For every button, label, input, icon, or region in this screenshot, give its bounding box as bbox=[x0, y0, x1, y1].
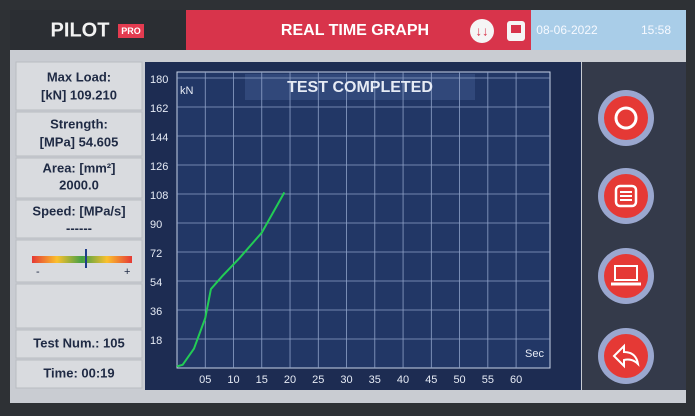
plot-area bbox=[177, 72, 550, 368]
annotation: TEST COMPLETED bbox=[287, 79, 433, 96]
y-tick-label: 54 bbox=[150, 277, 162, 289]
gauge-minus: - bbox=[36, 266, 40, 278]
y-tick-label: 18 bbox=[150, 335, 162, 347]
y-tick-label: 108 bbox=[150, 190, 168, 202]
x-axis-label: Sec bbox=[525, 348, 544, 360]
y-tick-label: 72 bbox=[150, 248, 162, 260]
x-tick-label: 10 bbox=[227, 374, 239, 386]
y-tick-label: 126 bbox=[150, 161, 168, 173]
y-tick-label: 162 bbox=[150, 103, 168, 115]
speed-label: Speed: [MPa/s] bbox=[32, 203, 125, 218]
x-tick-label: 05 bbox=[199, 374, 211, 386]
area-value: 2000.0 bbox=[59, 177, 99, 192]
time: 15:58 bbox=[641, 23, 671, 37]
elapsed-time: Time: 00:19 bbox=[43, 365, 114, 380]
x-tick-label: 25 bbox=[312, 374, 324, 386]
back-button[interactable] bbox=[598, 328, 654, 384]
x-tick-label: 45 bbox=[425, 374, 437, 386]
x-tick-label: 35 bbox=[369, 374, 381, 386]
y-tick-label: 144 bbox=[150, 132, 168, 144]
x-tick-label: 30 bbox=[340, 374, 352, 386]
y-axis-label: kN bbox=[180, 85, 194, 97]
logo-badge: PRO bbox=[121, 26, 141, 36]
computer-button[interactable] bbox=[598, 248, 654, 304]
x-tick-label: 60 bbox=[510, 374, 522, 386]
date: 08-06-2022 bbox=[536, 23, 598, 37]
test-num: Test Num.: 105 bbox=[33, 335, 125, 350]
max-load-label: Max Load: bbox=[47, 69, 111, 84]
max-load-value: [kN] 109.210 bbox=[41, 87, 117, 102]
y-tick-label: 36 bbox=[150, 306, 162, 318]
strength-label: Strength: bbox=[50, 116, 108, 131]
area-label: Area: [mm²] bbox=[43, 160, 116, 175]
gauge-bar bbox=[32, 256, 132, 263]
logo: PILOT bbox=[51, 19, 110, 41]
gauge-plus: + bbox=[124, 266, 130, 278]
screen: PILOT PRO REAL TIME GRAPH ↓↓ 08-06-2022 … bbox=[0, 0, 695, 411]
empty-tile bbox=[16, 284, 142, 328]
report-button[interactable] bbox=[598, 168, 654, 224]
x-tick-label: 55 bbox=[482, 374, 494, 386]
x-tick-label: 15 bbox=[256, 374, 268, 386]
x-tick-label: 40 bbox=[397, 374, 409, 386]
sync-icon-glyph: ↓↓ bbox=[476, 23, 489, 38]
y-tick-label: 90 bbox=[150, 219, 162, 231]
x-tick-label: 20 bbox=[284, 374, 296, 386]
speed-value: ------ bbox=[66, 220, 92, 235]
y-tick-label: 180 bbox=[150, 74, 168, 86]
refresh-button[interactable] bbox=[598, 90, 654, 146]
storage-icon-glyph bbox=[511, 25, 521, 33]
strength-value: [MPa] 54.605 bbox=[40, 134, 119, 149]
screen-title: REAL TIME GRAPH bbox=[281, 22, 429, 39]
x-tick-label: 50 bbox=[453, 374, 465, 386]
